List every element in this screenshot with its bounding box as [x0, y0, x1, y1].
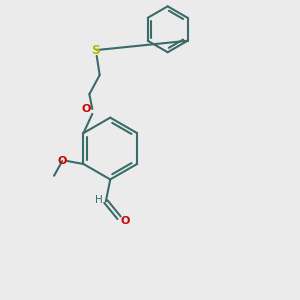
- Text: O: O: [58, 156, 67, 166]
- Text: S: S: [91, 44, 100, 56]
- Text: H: H: [94, 195, 102, 205]
- Text: O: O: [120, 216, 130, 226]
- Text: O: O: [82, 104, 91, 114]
